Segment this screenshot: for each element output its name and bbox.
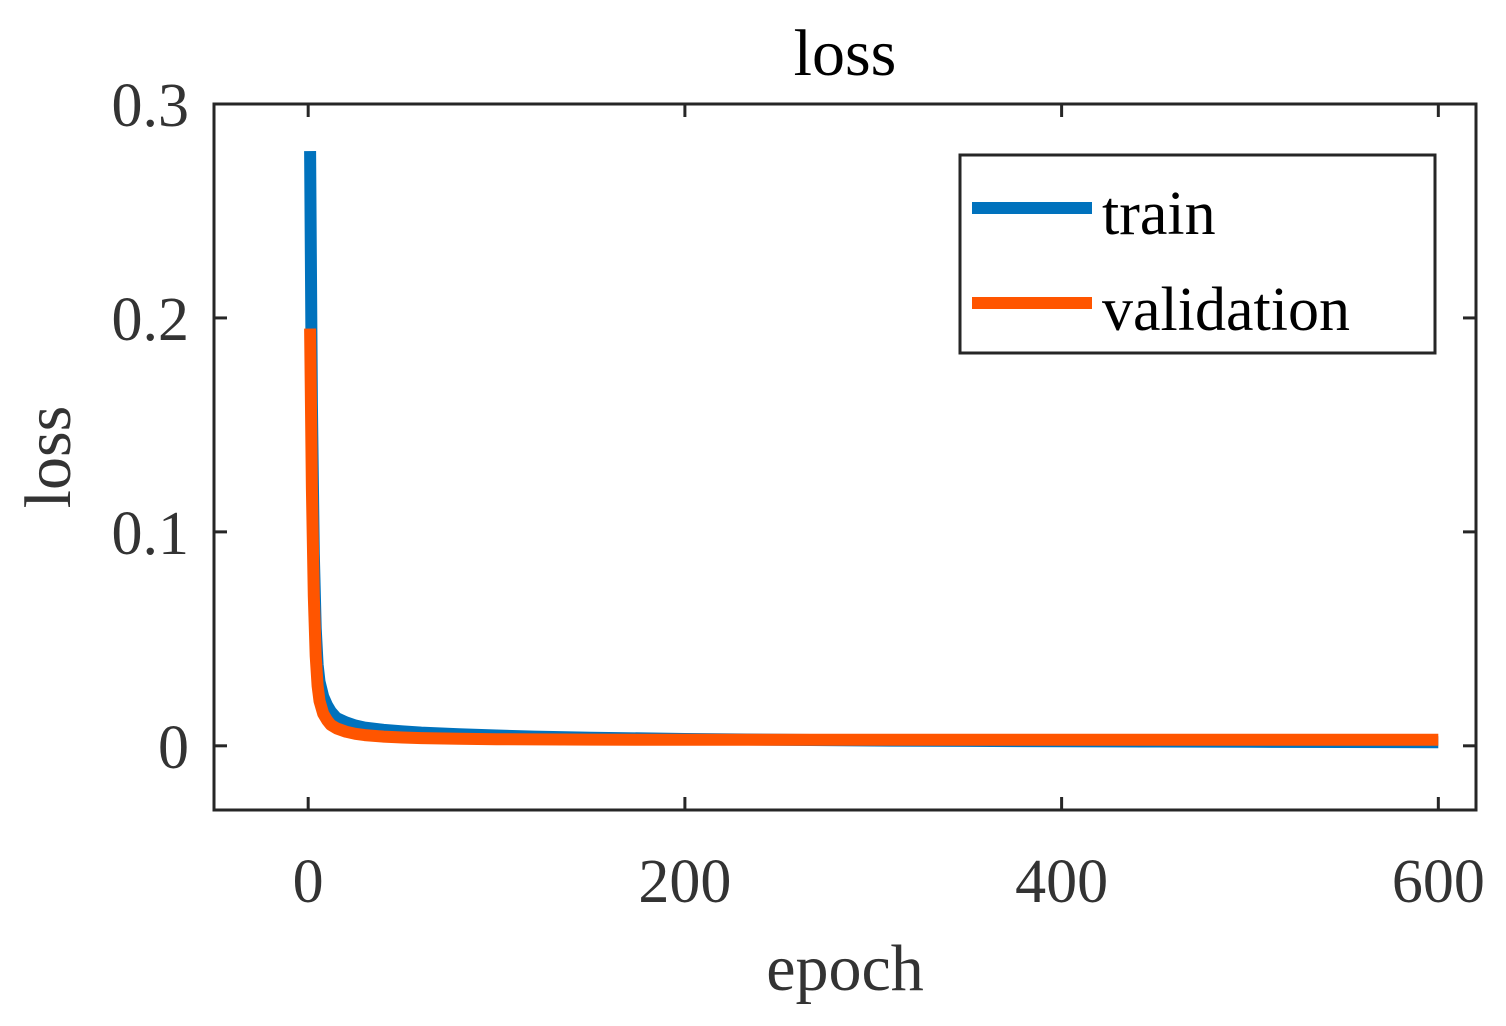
chart-title: loss xyxy=(794,17,897,90)
x-tick-label: 600 xyxy=(1392,848,1485,916)
series-layer xyxy=(304,151,1439,749)
y-tick-label: 0.1 xyxy=(112,500,190,568)
y-tick-label: 0.3 xyxy=(112,72,190,140)
tick-labels: 0 200 400 600 0 0.1 0.2 0.3 xyxy=(112,72,1485,916)
x-axis-label: epoch xyxy=(766,932,924,1005)
ticks-layer xyxy=(214,102,1476,810)
y-tick-label: 0 xyxy=(158,714,189,782)
legend: train validation xyxy=(958,153,1437,355)
x-tick-label: 400 xyxy=(1015,848,1108,916)
y-tick-label: 0.2 xyxy=(112,286,190,354)
x-tick-label: 200 xyxy=(638,848,731,916)
series-line-validation xyxy=(304,328,1439,746)
y-axis-label: loss xyxy=(12,406,85,509)
legend-label-validation: validation xyxy=(1102,276,1350,344)
x-tick-label: 0 xyxy=(293,848,324,916)
legend-label-train: train xyxy=(1102,180,1216,248)
legend-box xyxy=(958,153,1437,355)
